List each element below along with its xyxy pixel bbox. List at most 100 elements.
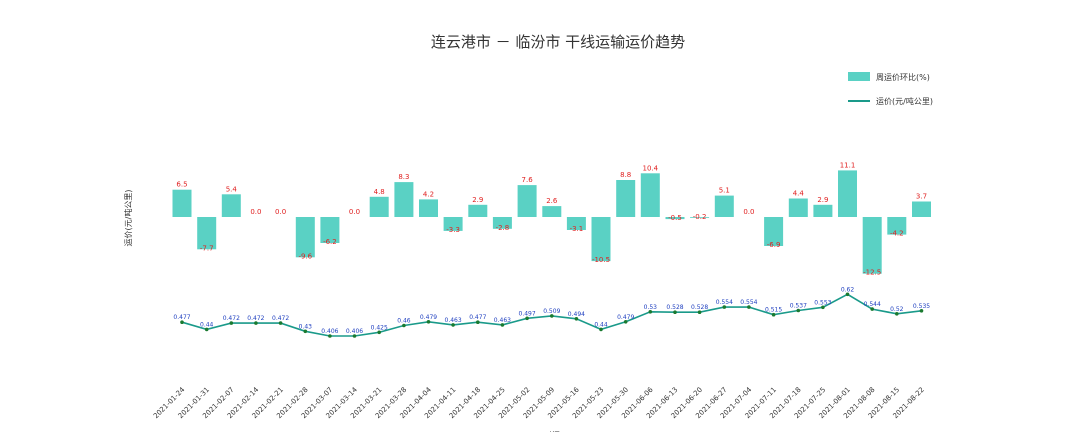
legend: 周运价环比(%) 运价(元/吨公里) <box>848 72 933 106</box>
line-data-label: 0.477 <box>173 314 190 321</box>
line-data-label: 0.406 <box>321 328 338 335</box>
bar-data-label: -6.2 <box>323 238 337 246</box>
bar-data-label: -3.1 <box>570 225 584 233</box>
line-data-label: 0.479 <box>617 314 634 321</box>
bar-data-label: 0.0 <box>275 208 286 216</box>
bar <box>862 217 882 274</box>
line-data-label: 0.44 <box>594 321 608 328</box>
line-point <box>451 323 455 327</box>
line-point <box>328 334 332 338</box>
bar <box>640 173 660 217</box>
line-point <box>229 321 234 325</box>
line-data-label: 0.494 <box>568 311 585 318</box>
line-point <box>377 330 382 335</box>
line-data-label: 0.528 <box>666 304 683 311</box>
line-data-label: 0.472 <box>247 315 264 322</box>
line-data-label: 0.425 <box>371 324 388 331</box>
line-point <box>574 317 579 321</box>
bar-data-label: 2.9 <box>817 196 828 204</box>
line-point <box>771 312 776 317</box>
bar <box>566 217 586 230</box>
bar <box>912 201 931 217</box>
bar-data-label: 5.4 <box>226 185 238 193</box>
line-point <box>180 320 184 325</box>
bar <box>788 198 808 217</box>
bar-data-label: 0.0 <box>349 208 360 216</box>
bar <box>690 217 710 218</box>
bar-data-label: 8.3 <box>398 173 409 181</box>
x-axis-label: 时间 <box>544 430 560 432</box>
bar-data-label: -7.7 <box>200 244 214 252</box>
bar <box>172 189 192 217</box>
bar-data-label: 0.0 <box>250 208 261 216</box>
bar <box>542 206 562 217</box>
bar-data-label: -9.6 <box>298 252 312 260</box>
line-point <box>500 323 505 327</box>
line-data-labels: 0.477 0.44 0.472 0.472 0.472 0.43 0.406 0.406 0.… <box>173 286 930 335</box>
bar-data-label: -0.5 <box>668 214 682 222</box>
bar-data-label: -2.8 <box>496 224 510 232</box>
line-point <box>796 308 801 313</box>
bar-data-label: -3.3 <box>446 226 460 234</box>
line-data-label: 0.52 <box>890 306 904 313</box>
line-data-label: 0.463 <box>445 317 462 324</box>
line-data-label: 0.477 <box>469 314 486 321</box>
line-data-label: 0.44 <box>200 321 214 328</box>
line-data-label: 0.62 <box>841 286 855 293</box>
bar-data-label: 5.1 <box>719 187 730 195</box>
line-data-label: 0.406 <box>346 328 363 335</box>
bar <box>517 185 537 217</box>
line-data-label: 0.544 <box>864 301 881 308</box>
bar <box>221 194 241 217</box>
bar-data-label: 2.9 <box>472 196 483 204</box>
bar-data-label: -4.2 <box>890 230 904 238</box>
bar-data-label: 7.6 <box>522 176 534 184</box>
line-point <box>697 310 702 315</box>
bar <box>197 217 217 250</box>
line-data-label: 0.53 <box>644 304 658 311</box>
line-data-label: 0.554 <box>740 299 757 306</box>
bar <box>591 217 611 262</box>
bar-data-label: 10.4 <box>643 164 659 172</box>
x-tick-labels: 2021-01-242021-01-312021-02-072021-02-14… <box>152 385 926 420</box>
bar-data-label: -10.5 <box>592 256 610 264</box>
line-point <box>722 305 727 309</box>
bar-data-label: 8.8 <box>620 171 631 179</box>
bar-data-label: -0.2 <box>693 213 707 221</box>
line-data-label: 0.509 <box>543 308 560 315</box>
bar <box>369 196 389 217</box>
bar-data-label: 6.5 <box>176 181 187 189</box>
line-point <box>352 334 357 338</box>
bar <box>443 217 463 231</box>
bar-data-label: -12.5 <box>863 269 881 277</box>
bar <box>295 217 315 258</box>
line-data-label: 0.46 <box>397 318 411 325</box>
line-point <box>599 327 603 332</box>
bar <box>468 204 488 217</box>
line-point <box>648 310 653 314</box>
line-data-label: 0.537 <box>790 303 807 310</box>
line-data-label: 0.472 <box>272 315 289 322</box>
line-data-label: 0.528 <box>691 304 708 311</box>
line-point <box>895 312 899 316</box>
bar <box>419 199 438 217</box>
line-point <box>919 309 924 313</box>
line-data-label: 0.472 <box>223 315 240 322</box>
line-point <box>673 310 677 315</box>
bar-data-labels: 6.5 -7.7 5.4 0.0 0.0 -9.6 -6.2 0.0 4.8 8.3 4.2 -3.3… <box>176 161 927 276</box>
line-data-label: 0.554 <box>716 299 733 306</box>
bar-series <box>172 170 931 274</box>
line-data-label: 0.43 <box>299 323 313 330</box>
legend-bar-label: 周运价环比(%) <box>876 72 930 82</box>
line-point <box>821 305 825 310</box>
bar <box>887 217 907 235</box>
line-point <box>550 314 554 318</box>
bar <box>838 170 857 217</box>
bar-data-label: 4.8 <box>374 188 385 196</box>
bar-data-label: -6.9 <box>767 241 781 249</box>
bar <box>714 195 734 217</box>
chart-title: 连云港市 － 临汾市 干线运输运价趋势 <box>431 33 685 51</box>
bar-data-label: 0.0 <box>743 208 754 216</box>
legend-bar-swatch <box>848 72 870 81</box>
